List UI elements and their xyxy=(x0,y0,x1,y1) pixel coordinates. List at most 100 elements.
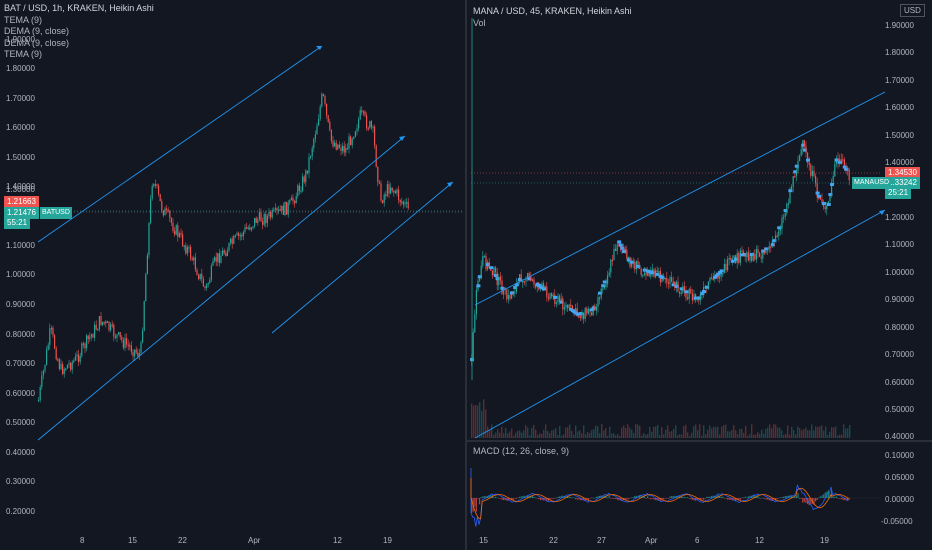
macd-histogram-bar xyxy=(583,498,585,500)
candle-body xyxy=(677,281,679,292)
macd-signal-line xyxy=(545,497,549,500)
macd-histogram-bar xyxy=(655,498,657,501)
candle-body xyxy=(364,111,366,116)
candle-body xyxy=(795,170,797,177)
volume-bar xyxy=(729,431,731,438)
candle-body xyxy=(388,184,390,194)
macd-line xyxy=(656,498,659,501)
macd-signal-line xyxy=(693,495,696,498)
chart-pane-bat[interactable]: BAT / USD, 1h, KRAKEN, Heikin Ashi TEMA … xyxy=(0,0,466,550)
candle-body xyxy=(404,202,406,205)
candle-body xyxy=(290,197,292,201)
macd-signal-line xyxy=(657,496,661,499)
candle-body xyxy=(255,217,257,223)
candle-body xyxy=(47,344,49,350)
bat-indicator-tema-1[interactable]: TEMA (9) xyxy=(4,14,43,25)
candle-body xyxy=(182,234,184,246)
candle-body xyxy=(525,279,527,282)
candle-body xyxy=(63,369,65,375)
chart-pane-mana[interactable]: MANA / USD, 45, KRAKEN, Heikin Ashi Vol … xyxy=(467,0,932,550)
candle-body xyxy=(86,335,88,349)
volume-bar xyxy=(765,428,767,438)
candle-body xyxy=(223,250,225,254)
macd-line xyxy=(523,496,526,499)
candle-body xyxy=(148,222,150,256)
mana-price-chart[interactable] xyxy=(467,0,932,550)
volume-bar xyxy=(751,424,753,438)
macd-histogram-bar xyxy=(805,498,807,504)
macd-signal-line xyxy=(698,498,700,500)
macd-line xyxy=(482,498,484,501)
candle-body xyxy=(603,286,605,289)
candle-body xyxy=(201,273,203,279)
macd-histogram-bar xyxy=(781,497,783,498)
candle-body xyxy=(106,321,108,323)
candle-body xyxy=(725,263,727,271)
mana-indicator-vol[interactable]: Vol xyxy=(473,17,486,28)
candle-body xyxy=(111,324,113,327)
bat-price-chart[interactable] xyxy=(0,0,466,550)
mana-currency-badge[interactable]: USD xyxy=(900,4,925,17)
candle-body xyxy=(151,186,153,199)
macd-signal-line xyxy=(674,499,676,501)
tema-marker xyxy=(772,239,777,243)
candle-body xyxy=(480,265,482,279)
macd-histogram-bar xyxy=(760,498,762,499)
volume-bar xyxy=(721,426,723,438)
macd-histogram-bar xyxy=(514,498,516,499)
macd-line xyxy=(817,505,821,508)
bat-indicator-dema-2[interactable]: DEMA (9, close) xyxy=(4,37,70,48)
macd-line xyxy=(707,499,710,501)
macd-histogram-bar xyxy=(808,498,810,506)
tema-marker xyxy=(679,287,684,291)
candle-body xyxy=(378,182,380,184)
macd-histogram-bar xyxy=(634,495,636,498)
macd-signal-line xyxy=(845,496,848,498)
candle-body xyxy=(82,343,84,345)
bat-symbol-title[interactable]: BAT / USD, 1h, KRAKEN, Heikin Ashi xyxy=(4,3,154,13)
macd-signal-line xyxy=(701,499,704,502)
mana-symbol-title[interactable]: MANA / USD, 45, KRAKEN, Heikin Ashi xyxy=(473,6,632,16)
macd-histogram-bar xyxy=(586,498,588,500)
macd-line xyxy=(795,484,798,494)
volume-bar xyxy=(473,405,475,438)
candle-body xyxy=(555,302,557,304)
volume-bar xyxy=(803,429,805,438)
tema-marker xyxy=(559,300,564,304)
macd-line xyxy=(693,497,696,500)
candle-body xyxy=(66,364,68,369)
bat-indicator-tema-2[interactable]: TEMA (9) xyxy=(4,49,43,59)
macd-signal-line xyxy=(603,496,606,498)
mana-xtick: Apr xyxy=(645,536,658,545)
volume-bar xyxy=(815,426,817,438)
volume-bar xyxy=(549,433,551,438)
candle-body xyxy=(367,128,369,130)
bat-indicator-dema-1[interactable]: DEMA (9, close) xyxy=(4,26,70,36)
candle-body xyxy=(584,308,586,319)
candle-body xyxy=(475,290,477,315)
volume-bar xyxy=(699,424,701,438)
candle-body xyxy=(73,360,75,363)
candle-body xyxy=(515,283,517,293)
candle-body xyxy=(214,257,216,261)
candle-body xyxy=(762,251,764,259)
volume-bar xyxy=(701,435,703,438)
pane-divider[interactable] xyxy=(465,0,467,550)
bat-ytick: 0.70000 xyxy=(6,359,35,368)
macd-line xyxy=(733,499,736,502)
candle-body xyxy=(688,288,690,299)
macd-title[interactable]: MACD (12, 26, close, 9) xyxy=(473,446,570,456)
macd-histogram-bar xyxy=(483,496,485,498)
candle-body xyxy=(386,184,388,196)
bat-symbol-tag[interactable]: BATUSD xyxy=(40,207,72,219)
macd-line xyxy=(725,494,728,497)
mana-symbol-tag[interactable]: MANAUSD xyxy=(852,177,892,189)
macd-histogram-bar xyxy=(783,496,785,498)
candle-body xyxy=(847,167,849,171)
volume-bar xyxy=(503,433,505,438)
volume-bar xyxy=(663,434,665,438)
volume-bar xyxy=(591,430,593,438)
macd-signal-line xyxy=(752,497,755,500)
macd-histogram-bar xyxy=(639,495,641,498)
volume-bar xyxy=(495,432,497,438)
